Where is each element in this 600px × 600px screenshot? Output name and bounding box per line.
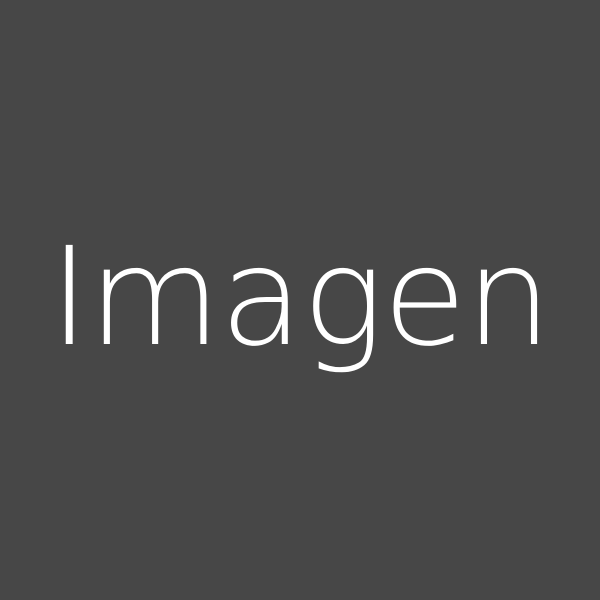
placeholder-label: Imagen	[49, 219, 551, 377]
